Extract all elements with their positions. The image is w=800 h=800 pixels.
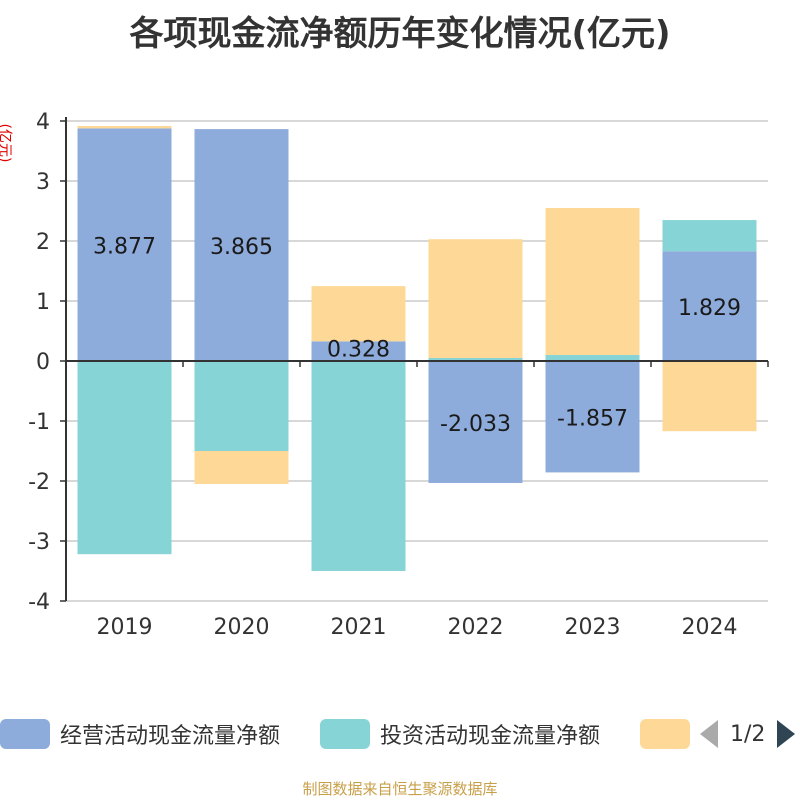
data-label-2019: 3.877 [93, 235, 156, 260]
x-tick-label-2020: 2020 [214, 615, 270, 640]
bar-segment-2020-series-0 [194, 129, 289, 361]
legend-item-operating[interactable]: 经营活动现金流量净额 [0, 716, 280, 752]
data-label-2023: -1.857 [557, 407, 628, 432]
legend-swatch [640, 719, 690, 749]
x-tick-label-2019: 2019 [97, 615, 153, 640]
legend-label: 经营活动现金流量净额 [60, 724, 281, 749]
bar-segment-2019-series-0 [77, 128, 172, 361]
next-page-icon[interactable] [777, 720, 796, 748]
legend-page-indicator: 1/2 [730, 721, 766, 747]
legend-swatch [320, 719, 370, 749]
data-label-2020: 3.865 [210, 235, 273, 260]
bar-segment-2023-series-0 [545, 361, 640, 473]
prev-page-icon[interactable] [700, 720, 718, 748]
bar-segment-2023-series-1 [545, 355, 640, 361]
data-label-2022: -2.033 [440, 412, 511, 437]
legend-item-investing[interactable]: 投资活动现金流量净额 [320, 716, 600, 752]
source-note: 制图数据来自恒生聚源数据库 [302, 780, 498, 798]
x-tick-label-2024: 2024 [682, 615, 738, 640]
x-tick-label-2021: 2021 [331, 615, 387, 640]
legend-item-financing[interactable] [640, 716, 700, 752]
chart-title: 各项现金流净额历年变化情况(亿元) [129, 14, 671, 54]
bar-segment-2021-series-1 [311, 361, 406, 571]
bar-segment-2020-series-1 [194, 361, 289, 451]
y-tick-label: 2 [36, 230, 50, 255]
bar-segment-2021-series-2 [311, 286, 406, 342]
x-tick-label-2023: 2023 [565, 615, 621, 640]
y-tick-label: -1 [28, 410, 50, 435]
bar-segment-2024-series-1 [662, 220, 757, 252]
y-tick-label: 0 [36, 350, 50, 375]
legend-label: 投资活动现金流量净额 [380, 724, 601, 749]
bar-segment-2024-series-2 [662, 361, 757, 432]
legend-swatch [0, 719, 50, 749]
bar-segment-2024-series-0 [662, 251, 757, 361]
legend: 经营活动现金流量净额 投资活动现金流量净额 1/2 [0, 716, 800, 752]
y-tick-label: -3 [28, 530, 50, 555]
bar-segment-2021-series-0 [311, 341, 406, 361]
bar-segment-2020-series-2 [194, 451, 289, 484]
bar-segment-2019-series-1 [77, 361, 172, 555]
y-tick-label: -4 [28, 590, 50, 615]
bar-segment-2019-series-2 [77, 125, 172, 129]
bar-segment-2022-series-2 [428, 239, 523, 358]
y-tick-label: 3 [36, 170, 50, 195]
y-tick-label: 4 [36, 110, 50, 135]
bar-segment-2022-series-1 [428, 358, 523, 361]
data-label-2021: 0.328 [327, 337, 390, 362]
bar-chart: 4 3 2 1 0 -1 -2 -3 -4 3.877 3.865 0.328 -2.033 -1.857… [28, 110, 769, 640]
legend-pager: 1/2 [700, 716, 796, 752]
y-tick-label: 1 [36, 290, 50, 315]
bar-segment-2023-series-2 [545, 208, 640, 355]
y-tick-label: -2 [28, 470, 50, 495]
bar-segment-2022-series-0 [428, 361, 523, 483]
x-tick-label-2022: 2022 [448, 615, 504, 640]
data-label-2024: 1.829 [678, 296, 741, 321]
